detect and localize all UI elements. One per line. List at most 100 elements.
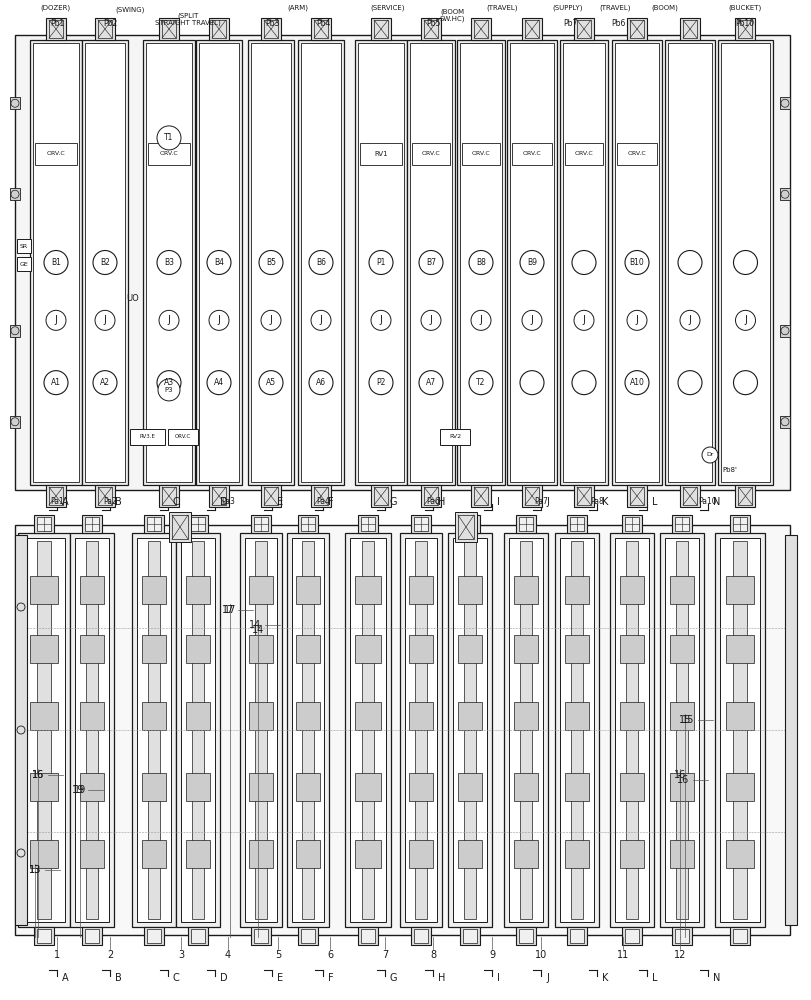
Bar [15, 535, 27, 925]
Bar [251, 927, 271, 945]
Bar [457, 635, 482, 663]
Bar [629, 487, 643, 505]
Text: B5: B5 [266, 258, 276, 267]
Text: A4: A4 [213, 378, 224, 387]
Bar [564, 635, 588, 663]
Bar [264, 20, 277, 38]
Text: J: J [104, 315, 106, 325]
Bar [30, 773, 58, 801]
Text: B3: B3 [164, 258, 174, 267]
Bar [566, 927, 586, 945]
Bar [142, 635, 166, 663]
Bar [240, 533, 281, 927]
Text: Pa7: Pa7 [534, 497, 547, 506]
Bar [162, 20, 176, 38]
Bar [410, 43, 452, 482]
Text: B4: B4 [214, 258, 224, 267]
Bar [569, 929, 583, 943]
Bar [470, 485, 491, 507]
Text: 13: 13 [29, 865, 41, 875]
Bar [674, 517, 689, 531]
Bar [30, 840, 58, 868]
Circle shape [735, 310, 754, 330]
Bar [737, 20, 752, 38]
Text: J: J [379, 315, 382, 325]
Text: P1: P1 [375, 258, 385, 267]
Bar [15, 525, 789, 935]
Bar [298, 927, 318, 945]
Bar [148, 143, 190, 165]
Bar [509, 43, 553, 482]
Bar [410, 515, 431, 533]
Text: A: A [62, 973, 69, 983]
Text: (SERVICE): (SERVICE) [371, 4, 405, 11]
Circle shape [679, 310, 699, 330]
Bar [251, 515, 271, 533]
Text: C: C [173, 497, 179, 507]
Bar [725, 635, 753, 663]
Text: 15: 15 [678, 715, 690, 725]
Text: F: F [328, 973, 333, 983]
Bar [564, 702, 588, 730]
Text: (DOZER): (DOZER) [40, 4, 70, 11]
Bar [30, 576, 58, 604]
Bar [191, 929, 204, 943]
Bar [513, 840, 538, 868]
Bar [577, 20, 590, 38]
Bar [659, 533, 703, 927]
Bar [142, 702, 166, 730]
Text: Pa1: Pa1 [50, 497, 64, 506]
Bar [254, 517, 268, 531]
Text: ORV.C: ORV.C [627, 151, 646, 156]
Bar [314, 487, 328, 505]
Bar [674, 929, 689, 943]
Bar [725, 840, 753, 868]
Bar [34, 515, 54, 533]
Bar [560, 40, 607, 485]
Bar [675, 541, 687, 919]
Bar [311, 485, 331, 507]
Bar [162, 487, 176, 505]
Circle shape [260, 310, 281, 330]
Text: 5: 5 [275, 950, 281, 960]
Bar [626, 485, 646, 507]
Circle shape [208, 310, 229, 330]
Bar [564, 576, 588, 604]
Bar [779, 97, 789, 109]
Text: (SUPPLY): (SUPPLY) [552, 4, 582, 11]
Bar [737, 487, 752, 505]
Text: J: J [545, 497, 548, 507]
Text: B9: B9 [526, 258, 536, 267]
Bar [461, 143, 500, 165]
Circle shape [157, 126, 181, 150]
Circle shape [573, 310, 594, 330]
Circle shape [368, 250, 393, 274]
Text: C: C [173, 973, 179, 983]
Bar [186, 635, 210, 663]
Text: (ARM): (ARM) [287, 4, 308, 11]
Bar [82, 40, 128, 485]
Bar [361, 929, 375, 943]
Bar [85, 517, 99, 531]
Text: B2: B2 [100, 258, 109, 267]
Circle shape [207, 371, 230, 395]
Bar [172, 515, 188, 539]
Circle shape [420, 310, 440, 330]
Text: 14: 14 [251, 625, 264, 635]
Bar [619, 773, 643, 801]
Circle shape [159, 310, 178, 330]
Bar [614, 43, 659, 482]
Bar [188, 927, 208, 945]
Bar [371, 18, 391, 40]
Text: I: I [496, 497, 500, 507]
Bar [474, 20, 487, 38]
Bar [457, 773, 482, 801]
Text: 2: 2 [107, 950, 113, 960]
Bar [301, 929, 315, 943]
Bar [10, 416, 20, 428]
Bar [513, 773, 538, 801]
Bar [463, 541, 475, 919]
Bar [409, 773, 432, 801]
Text: L: L [651, 973, 657, 983]
Bar [405, 538, 436, 922]
